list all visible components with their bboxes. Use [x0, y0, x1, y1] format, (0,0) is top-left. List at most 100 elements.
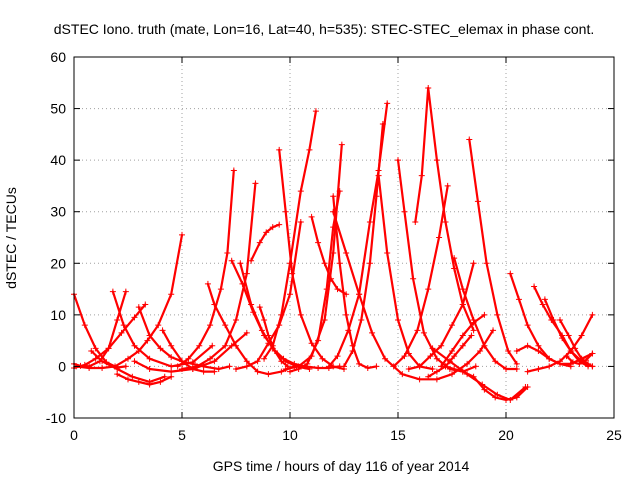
data-point — [308, 340, 315, 347]
data-point — [481, 386, 488, 393]
x-tick-label: 0 — [70, 427, 78, 443]
data-point — [114, 317, 121, 324]
data-point — [366, 260, 373, 267]
data-point — [179, 366, 185, 373]
data-point — [252, 180, 259, 187]
data-point — [414, 327, 421, 334]
data-series — [330, 193, 380, 371]
data-point — [470, 260, 477, 267]
data-point — [565, 332, 572, 339]
data-point — [146, 355, 153, 362]
data-point — [468, 332, 475, 339]
data-point — [481, 311, 488, 318]
data-point — [513, 347, 520, 354]
y-tick-label: 0 — [58, 358, 66, 374]
data-point — [230, 167, 237, 174]
data-point — [168, 363, 175, 370]
data-series — [135, 304, 233, 373]
data-point — [159, 327, 166, 334]
data-point — [125, 355, 131, 362]
data-series — [237, 260, 343, 371]
data-point — [174, 363, 181, 370]
data-point — [237, 260, 244, 267]
data-point — [328, 275, 335, 282]
x-tick-label: 5 — [178, 427, 186, 443]
data-point — [524, 384, 531, 391]
series-line — [332, 210, 495, 381]
series-line — [407, 262, 475, 371]
data-point — [282, 208, 289, 215]
data-point — [589, 350, 596, 357]
data-point — [405, 366, 412, 373]
data-point — [449, 322, 455, 329]
data-point — [295, 366, 302, 373]
data-point — [569, 359, 576, 366]
data-point — [366, 219, 373, 226]
data-point — [578, 355, 585, 362]
data-point — [401, 208, 408, 215]
data-point — [265, 371, 272, 378]
data-point — [449, 347, 455, 354]
data-series — [375, 172, 436, 373]
data-point — [168, 354, 175, 361]
data-point — [261, 355, 268, 362]
data-point — [168, 368, 175, 375]
data-series — [429, 345, 529, 403]
data-point — [567, 347, 574, 354]
data-point — [524, 342, 531, 349]
data-point — [168, 373, 175, 380]
data-point — [507, 270, 514, 277]
data-point — [211, 368, 218, 375]
series-line — [440, 313, 486, 368]
data-point — [254, 358, 261, 365]
series-line — [90, 349, 166, 383]
data-point — [384, 249, 391, 256]
x-tick-label: 25 — [606, 427, 622, 443]
data-point — [146, 366, 153, 373]
data-point — [179, 231, 185, 238]
data-point — [265, 332, 272, 339]
data-point — [86, 364, 93, 371]
data-point — [99, 364, 106, 371]
data-point — [336, 188, 343, 195]
data-point — [356, 360, 363, 367]
data-point — [243, 363, 250, 370]
data-point — [204, 280, 211, 287]
data-point — [433, 368, 440, 375]
data-point — [451, 353, 458, 360]
data-point — [358, 317, 365, 324]
data-point — [550, 317, 557, 324]
series-line — [377, 174, 434, 371]
data-point — [582, 357, 589, 364]
data-point — [122, 363, 129, 370]
data-point — [278, 358, 285, 365]
data-point — [155, 322, 162, 329]
data-point — [535, 347, 542, 354]
data-point — [373, 193, 380, 200]
data-point — [356, 291, 363, 298]
data-point — [459, 342, 466, 349]
data-point — [477, 347, 484, 354]
series-line — [258, 306, 289, 368]
data-point — [395, 317, 401, 324]
series-line — [310, 215, 348, 296]
data-point — [185, 355, 192, 362]
y-tick-label: 60 — [50, 49, 66, 65]
data-point — [297, 311, 304, 318]
data-point — [315, 337, 322, 344]
data-point — [258, 327, 265, 334]
data-point — [222, 322, 229, 329]
data-series — [174, 167, 237, 370]
data-point — [524, 368, 531, 375]
data-series — [466, 136, 520, 367]
data-point — [429, 366, 436, 373]
data-point — [343, 311, 350, 318]
data-point — [168, 291, 175, 298]
series-line — [284, 143, 343, 371]
data-point — [157, 345, 164, 352]
data-point — [276, 146, 283, 153]
data-point — [278, 368, 285, 375]
data-point — [557, 317, 563, 324]
data-point — [323, 286, 330, 293]
